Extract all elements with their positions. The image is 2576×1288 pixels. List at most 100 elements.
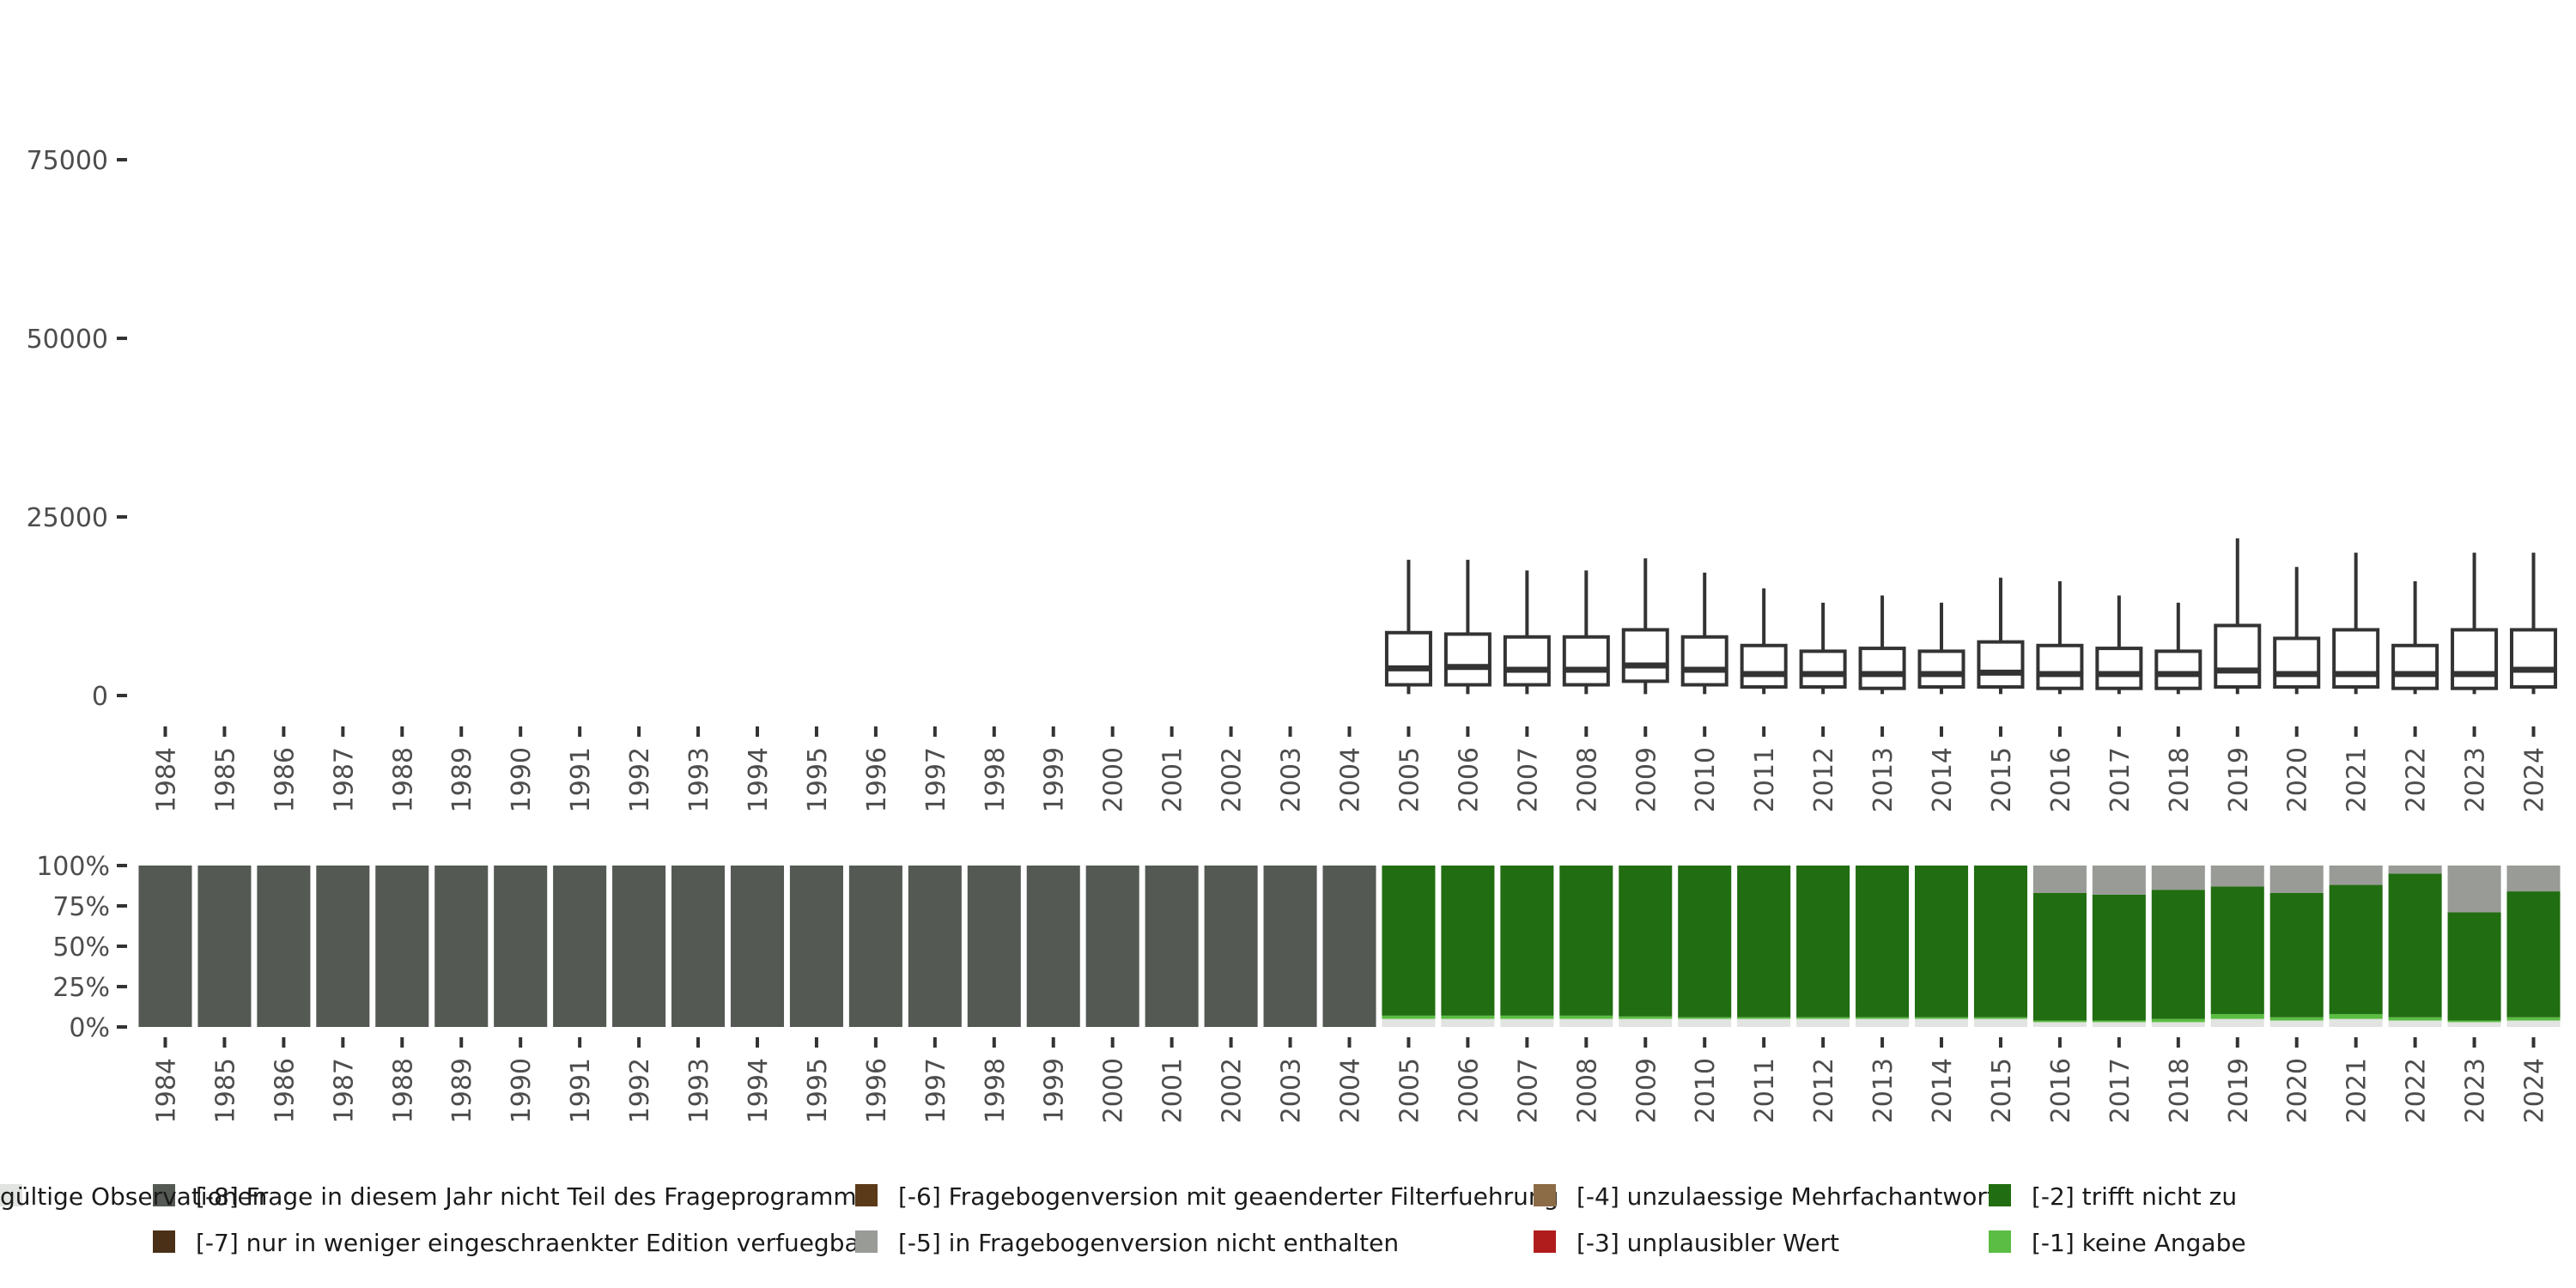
- bar-segment: [1678, 866, 1732, 1018]
- x-tick-label-bar: 2019: [2224, 1058, 2254, 1123]
- bar-segment: [2151, 1022, 2205, 1027]
- bar-segment: [1322, 866, 1376, 1027]
- box-2020: [2273, 567, 2321, 695]
- legend-item: [-2] trifft nicht zu: [1989, 1182, 2237, 1211]
- bar-segment: [1559, 1018, 1613, 1027]
- bar-segment: [2329, 1013, 2383, 1019]
- y-tick-label-box: 25000: [27, 503, 108, 533]
- x-tick-label-box: 2016: [2046, 747, 2076, 812]
- x-tick-label-box: 1998: [981, 747, 1011, 812]
- bar-segment: [2506, 1017, 2561, 1021]
- bar-segment: [1737, 1018, 1791, 1027]
- bar-segment: [2506, 866, 2561, 892]
- x-tick-label-box: 1990: [507, 747, 537, 812]
- x-tick-label-bar: 1988: [388, 1058, 418, 1123]
- bar-segment: [1973, 1018, 2027, 1027]
- bar-segment: [1204, 866, 1258, 1027]
- box-2007: [1503, 570, 1551, 695]
- bar-segment: [1796, 1017, 1850, 1019]
- box-iqr: [1503, 635, 1551, 687]
- box-2024: [2510, 552, 2558, 695]
- bar-segment: [2151, 866, 2205, 890]
- x-tick-label-bar: 2014: [1928, 1058, 1958, 1123]
- box-2012: [1799, 602, 1847, 695]
- x-tick-label-box: 2018: [2165, 747, 2195, 812]
- x-tick-label-box: 2005: [1394, 747, 1425, 812]
- box-iqr: [2391, 643, 2439, 690]
- x-tick-label-box: 1994: [744, 747, 774, 812]
- box-iqr: [2332, 628, 2380, 690]
- x-tick-label-box: 2010: [1691, 747, 1721, 812]
- bar-segment: [2210, 1013, 2264, 1019]
- x-tick-label-bar: 1992: [625, 1058, 655, 1123]
- box-iqr: [1443, 632, 1492, 687]
- box-iqr: [2095, 647, 2143, 690]
- bar-segment: [1441, 866, 1495, 1016]
- bar-segment: [2092, 866, 2146, 895]
- bar-segment: [2269, 892, 2324, 1018]
- x-tick-label-bar: 2000: [1099, 1058, 1129, 1123]
- box-2019: [2214, 538, 2262, 695]
- legend-item: gültige Observationen: [0, 1182, 267, 1211]
- legend-swatch: [855, 1230, 878, 1253]
- stacked-bar-panel: 0% 25% 50% 75% 100% 1984 1985 1986 1987 1988 1989 1…: [36, 852, 2561, 1123]
- bar-2024: [2506, 866, 2561, 1027]
- bar-segment: [1737, 866, 1791, 1018]
- x-tick-label-bar: 2015: [1987, 1058, 2017, 1123]
- x-tick-label-box: 2003: [1277, 747, 1307, 812]
- bar-segment: [2447, 1020, 2501, 1023]
- legend-swatch: [855, 1184, 878, 1206]
- bar-segment: [2092, 1020, 2146, 1023]
- bar-2000: [1085, 866, 1139, 1027]
- bar-segment: [2329, 866, 2383, 885]
- legend-swatch: [1534, 1184, 1556, 1206]
- bar-1987: [316, 866, 370, 1027]
- x-tick-label-box: 2017: [2105, 747, 2136, 812]
- legend-item: [-5] in Fragebogenversion nicht enthalte…: [855, 1229, 1399, 1257]
- bar-segment: [1973, 1017, 2027, 1019]
- bar-segment: [2388, 1020, 2442, 1027]
- bar-segment: [2329, 884, 2383, 1014]
- box-2022: [2391, 580, 2439, 695]
- bar-segment: [908, 866, 962, 1027]
- box-2010: [1680, 572, 1728, 695]
- x-tick-label-box: 1993: [684, 747, 714, 812]
- bar-segment: [1619, 1018, 1673, 1027]
- x-tick-label-bar: 2009: [1631, 1058, 1662, 1123]
- bar-2020: [2269, 866, 2324, 1027]
- x-tick-label-bar: 1984: [151, 1058, 181, 1123]
- x-tick-label-box: 1986: [270, 747, 300, 812]
- box-iqr: [2036, 643, 2084, 690]
- bar-segment: [1678, 1018, 1732, 1027]
- bar-2008: [1559, 866, 1613, 1027]
- x-tick-label-bar: 2003: [1277, 1058, 1307, 1123]
- x-tick-label-box: 1992: [625, 747, 655, 812]
- box-2005: [1384, 559, 1432, 695]
- x-tick-label-box: 2000: [1099, 747, 1129, 812]
- x-tick-label-box: 1991: [566, 747, 596, 812]
- legend-swatch: [1989, 1184, 2011, 1206]
- bar-segment: [2210, 1018, 2264, 1027]
- bar-segment: [2447, 866, 2501, 913]
- x-tick-label-bar: 1994: [744, 1058, 774, 1123]
- x-tick-label-bar: 2023: [2461, 1058, 2491, 1123]
- bar-segment: [1914, 866, 1969, 1018]
- box-iqr: [2510, 628, 2558, 690]
- y-tick-label-box: 75000: [27, 146, 108, 176]
- bar-segment: [671, 866, 726, 1027]
- bar-2010: [1678, 866, 1732, 1027]
- bar-2003: [1263, 866, 1317, 1027]
- bar-segment: [553, 866, 607, 1027]
- x-tick-label-bar: 2024: [2520, 1058, 2550, 1123]
- x-tick-label-bar: 1993: [684, 1058, 714, 1123]
- x-tick-label-box: 2021: [2342, 747, 2372, 812]
- bar-segment: [1500, 1015, 1554, 1019]
- bar-segment: [2032, 1020, 2087, 1023]
- bar-segment: [2032, 866, 2087, 893]
- x-tick-label-box: 2011: [1750, 747, 1780, 812]
- bar-segment: [1973, 866, 2027, 1018]
- x-tick-label-bar: 1998: [981, 1058, 1011, 1123]
- bar-segment: [1263, 866, 1317, 1027]
- box-2013: [1858, 595, 1906, 695]
